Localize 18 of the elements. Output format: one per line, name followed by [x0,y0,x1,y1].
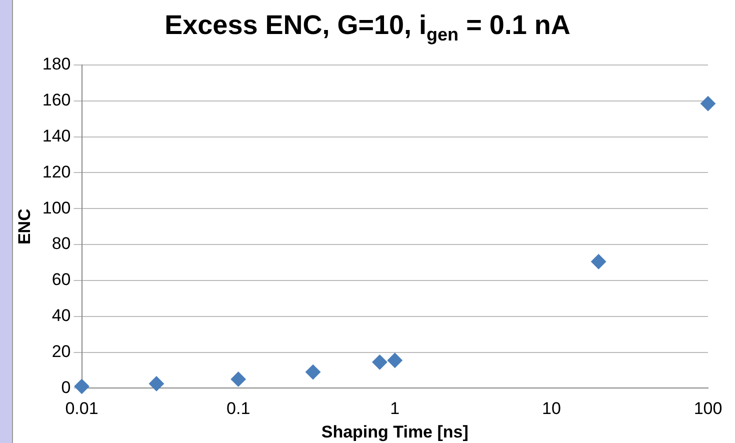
x-tick-label: 10 [542,399,561,418]
x-tick-label: 1 [390,399,400,418]
y-tick-label: 60 [52,270,71,290]
y-tick-label: 120 [42,162,71,182]
y-tick-label: 0 [61,378,71,397]
y-tick-label: 180 [42,54,71,74]
y-axis-title: ENC [14,208,34,245]
y-tick-label: 20 [52,342,71,361]
y-tick-label: 140 [42,126,71,146]
x-tick-label: 100 [694,399,722,418]
y-tick-label: 80 [52,234,71,254]
y-tick-label: 40 [52,306,71,326]
chart-title: Excess ENC, G=10, i$_{gen}$ = 0.1 nA [164,10,572,46]
y-tick-label: 100 [42,198,71,218]
x-tick-label: 0.1 [226,399,250,418]
x-tick-label: 0.01 [65,399,98,418]
x-axis-title: Shaping Time [ns] [321,422,468,442]
y-tick-label: 160 [42,90,71,110]
